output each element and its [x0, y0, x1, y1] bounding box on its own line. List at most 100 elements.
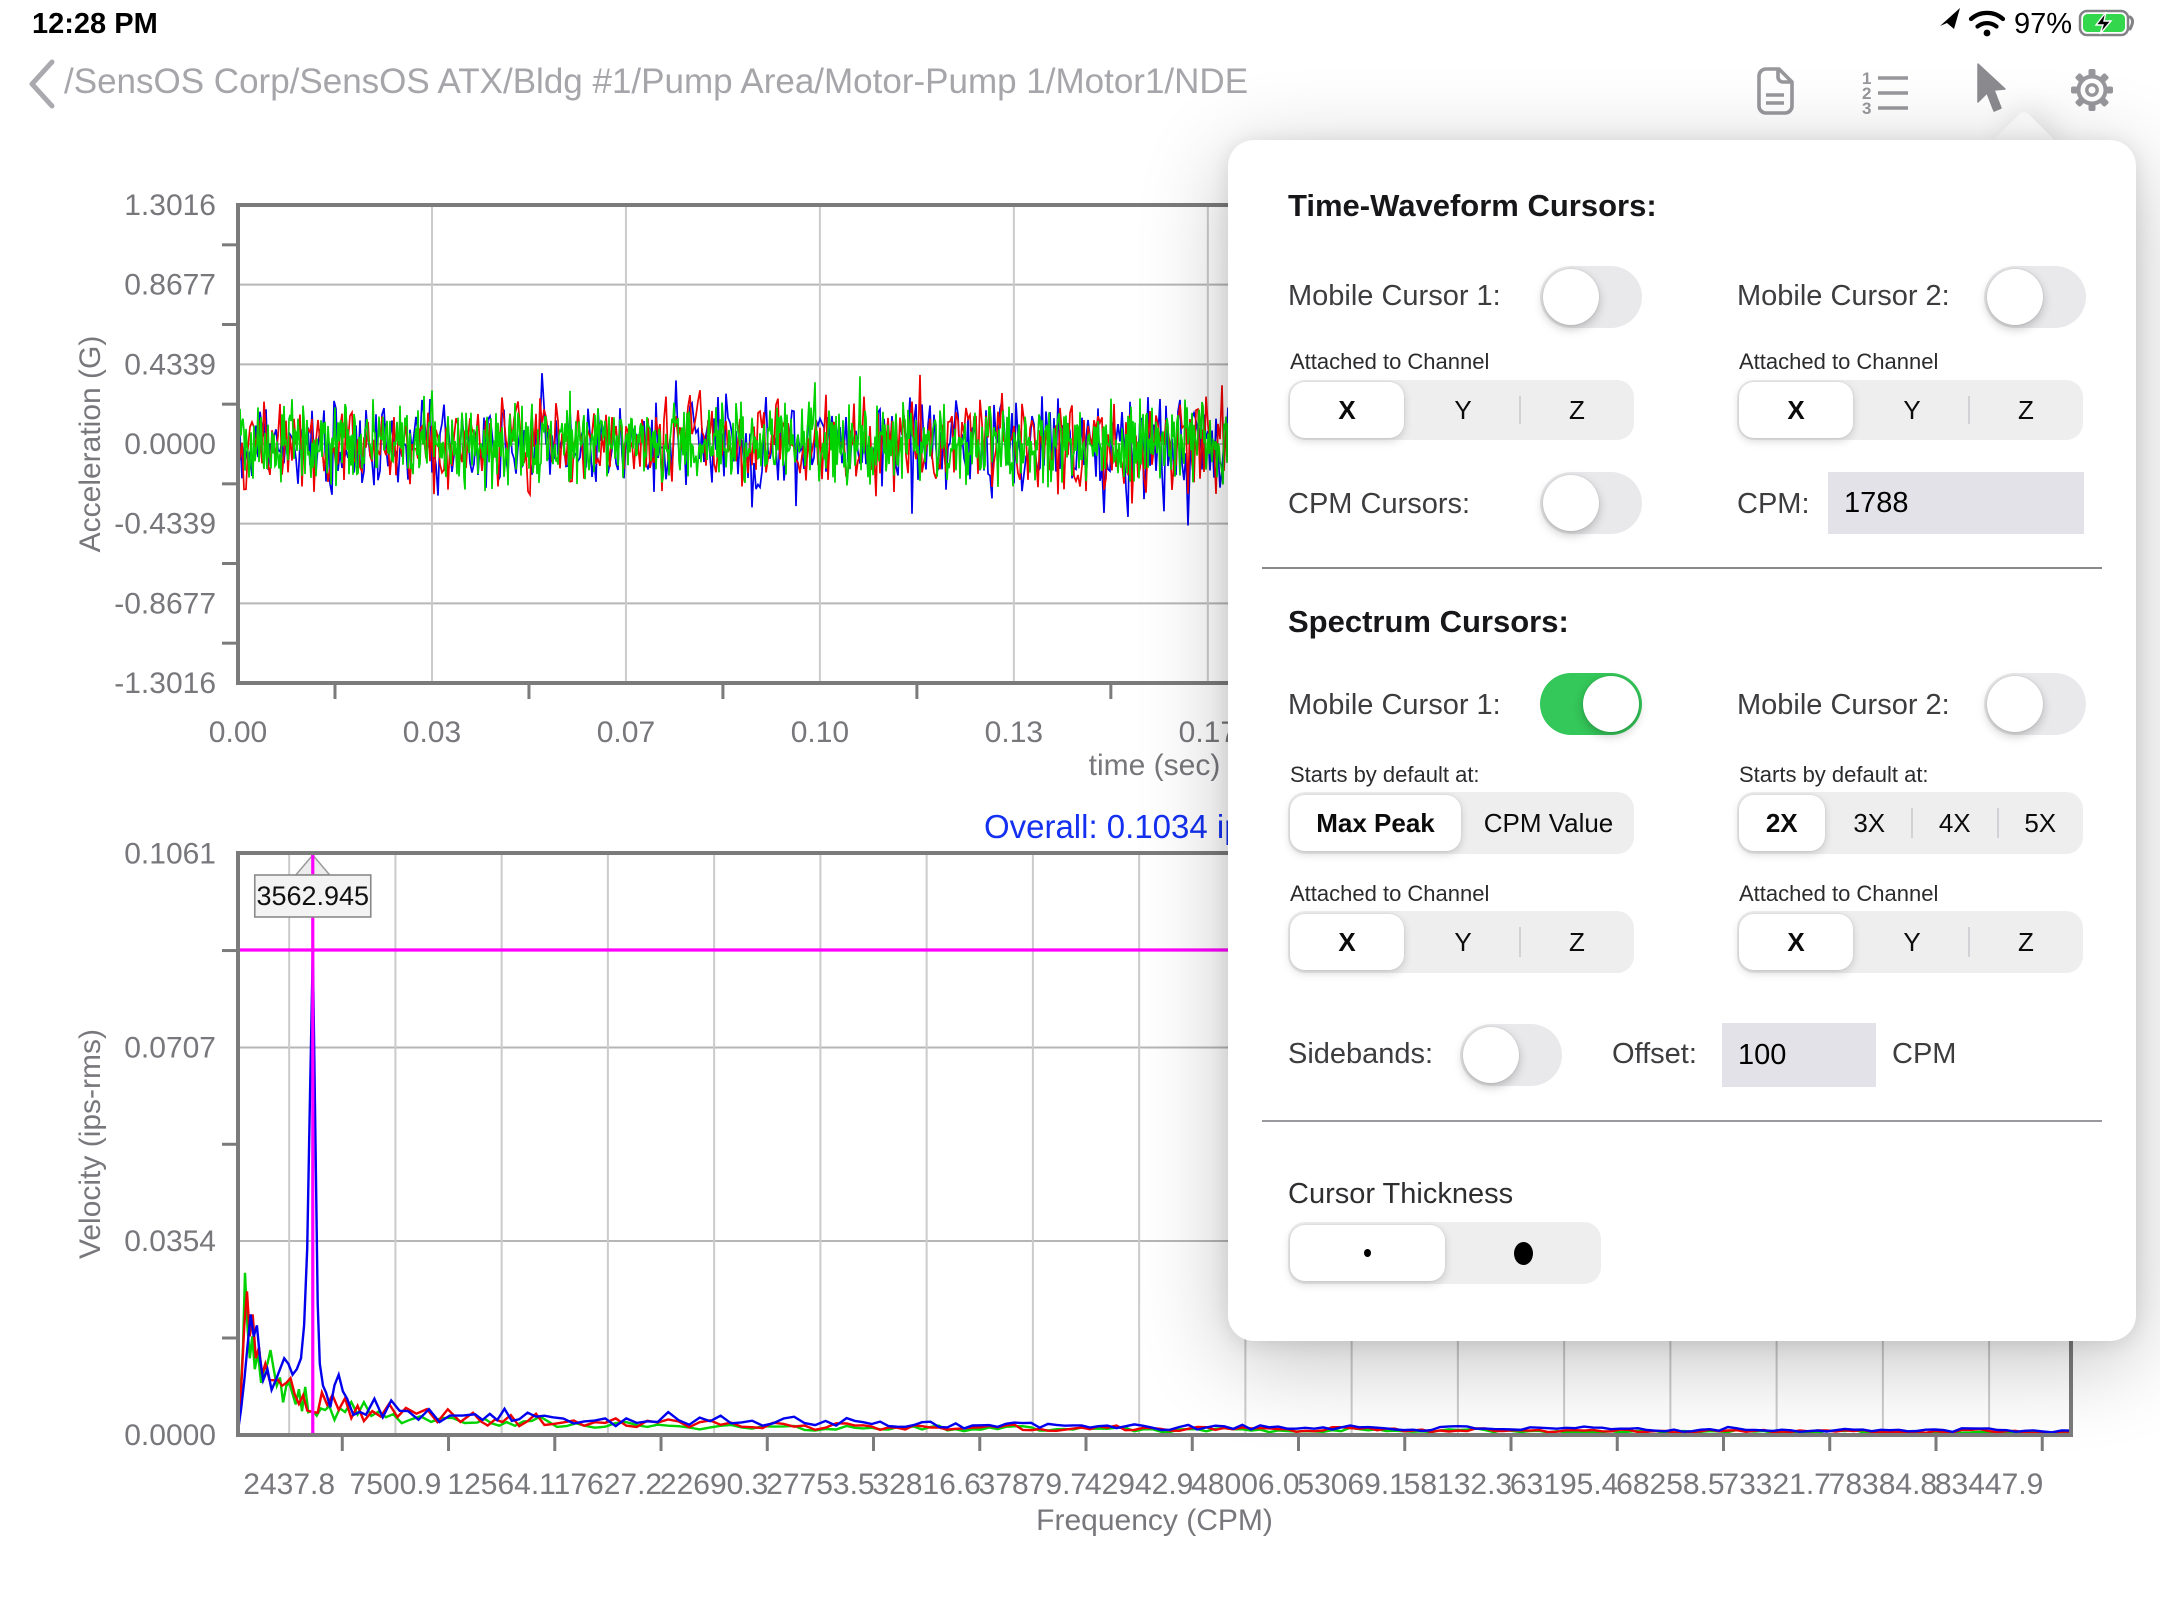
toggle-knob	[1987, 269, 2043, 325]
svg-text:0.0000: 0.0000	[124, 1419, 216, 1452]
section-divider	[1262, 567, 2102, 569]
cpm-cursors-toggle[interactable]	[1540, 472, 1642, 534]
svg-text:12564.1: 12564.1	[447, 1468, 555, 1501]
time-waveform-cursors-header: Time-Waveform Cursors:	[1288, 188, 1657, 224]
spectrum-cursors-header: Spectrum Cursors:	[1288, 604, 1569, 640]
sidebands-toggle[interactable]	[1460, 1024, 1562, 1086]
svg-text:0.10: 0.10	[791, 716, 849, 749]
svg-text:0.4339: 0.4339	[124, 348, 216, 381]
segment-option[interactable]: Max Peak	[1290, 795, 1461, 851]
svg-text:0.13: 0.13	[985, 716, 1043, 749]
dot-small-icon	[1364, 1249, 1371, 1257]
cpm-label: CPM:	[1737, 488, 1810, 521]
tw-channel-2-segmented[interactable]: XYZ	[1737, 380, 2083, 440]
svg-text:0.0000: 0.0000	[124, 428, 216, 461]
svg-text:-0.4339: -0.4339	[114, 508, 216, 541]
svg-text:0.03: 0.03	[403, 716, 461, 749]
segment-option[interactable]: Z	[1520, 911, 1634, 973]
segment-option[interactable]: Y	[1855, 380, 1969, 440]
tw-mobile-cursor-1-toggle[interactable]	[1540, 266, 1642, 328]
svg-text:0.8677: 0.8677	[124, 269, 216, 302]
segment-option[interactable]: X	[1290, 914, 1404, 970]
tw-mobile-cursor-1-label: Mobile Cursor 1:	[1288, 280, 1501, 313]
svg-text:-1.3016: -1.3016	[114, 667, 216, 700]
svg-text:2437.8: 2437.8	[243, 1468, 335, 1501]
segment-option[interactable]: 4X	[1912, 792, 1998, 854]
tw-attached-to-channel-1-label: Attached to Channel	[1290, 349, 1489, 375]
svg-text:0.00: 0.00	[209, 716, 267, 749]
svg-text:-0.8677: -0.8677	[114, 587, 216, 620]
sp-channel-1-segmented[interactable]: XYZ	[1288, 911, 1634, 973]
frequency-axis-title: Frequency (CPM)	[1036, 1504, 1273, 1537]
toggle-knob	[1543, 269, 1599, 325]
svg-text:27753.5: 27753.5	[766, 1468, 874, 1501]
svg-text:22690.3: 22690.3	[660, 1468, 768, 1501]
tw-mobile-cursor-2-toggle[interactable]	[1984, 266, 2086, 328]
svg-text:37879.7: 37879.7	[979, 1468, 1087, 1501]
sidebands-label: Sidebands:	[1288, 1038, 1433, 1071]
sp-attached-to-channel-2-label: Attached to Channel	[1739, 881, 1938, 907]
sp-starts-by-default-2-label: Starts by default at:	[1739, 762, 1929, 788]
sp-mobile-cursor-2-label: Mobile Cursor 2:	[1737, 689, 1950, 722]
svg-text:58132.3: 58132.3	[1404, 1468, 1512, 1501]
toggle-knob	[1463, 1027, 1519, 1083]
segment-option[interactable]	[1290, 1225, 1445, 1281]
tw-mobile-cursor-2-label: Mobile Cursor 2:	[1737, 280, 1950, 313]
sp-mobile-cursor-1-label: Mobile Cursor 1:	[1288, 689, 1501, 722]
sp-attached-to-channel-1-label: Attached to Channel	[1290, 881, 1489, 907]
cursor-thickness-label: Cursor Thickness	[1288, 1178, 1513, 1211]
svg-text:68258.5: 68258.5	[1616, 1468, 1724, 1501]
toggle-knob	[1583, 676, 1639, 732]
cursor-settings-popover: Time-Waveform Cursors: Mobile Cursor 1: …	[1228, 140, 2136, 1341]
svg-text:1.3016: 1.3016	[124, 189, 216, 222]
segment-option[interactable]: 2X	[1739, 795, 1825, 851]
time-axis-title: time (sec)	[1089, 749, 1221, 782]
offset-unit-label: CPM	[1892, 1038, 1956, 1071]
segment-option[interactable]: Y	[1406, 911, 1520, 973]
acceleration-axis-title: Acceleration (G)	[74, 336, 107, 553]
segment-option[interactable]: Y	[1855, 911, 1969, 973]
svg-text:0.0707: 0.0707	[124, 1032, 216, 1065]
cpm-cursors-label: CPM Cursors:	[1288, 488, 1470, 521]
svg-text:83447.9: 83447.9	[1935, 1468, 2043, 1501]
svg-text:53069.1: 53069.1	[1297, 1468, 1405, 1501]
section-divider	[1262, 1120, 2102, 1122]
sp-start-mode-segmented[interactable]: Max PeakCPM Value	[1288, 792, 1634, 854]
velocity-axis-title: Velocity (ips-rms)	[74, 1029, 107, 1259]
sp-channel-2-segmented[interactable]: XYZ	[1737, 911, 2083, 973]
svg-text:78384.8: 78384.8	[1829, 1468, 1937, 1501]
tw-channel-1-segmented[interactable]: XYZ	[1288, 380, 1634, 440]
segment-option[interactable]: Z	[1520, 380, 1634, 440]
svg-text:0.0354: 0.0354	[124, 1225, 216, 1258]
tw-attached-to-channel-2-label: Attached to Channel	[1739, 349, 1938, 375]
dot-large-icon	[1514, 1242, 1533, 1265]
svg-text:0.07: 0.07	[597, 716, 655, 749]
svg-text:42942.9: 42942.9	[1085, 1468, 1193, 1501]
svg-text:32816.6: 32816.6	[872, 1468, 980, 1501]
segment-option[interactable]: CPM Value	[1463, 792, 1634, 854]
svg-text:73321.7: 73321.7	[1722, 1468, 1830, 1501]
sp-mobile-cursor-2-toggle[interactable]	[1984, 673, 2086, 735]
segment-option[interactable]: X	[1290, 382, 1404, 438]
svg-text:17627.2: 17627.2	[554, 1468, 662, 1501]
segment-option[interactable]: X	[1739, 914, 1853, 970]
toggle-knob	[1987, 676, 2043, 732]
offset-label: Offset:	[1612, 1038, 1697, 1071]
offset-input[interactable]	[1722, 1023, 1876, 1087]
toggle-knob	[1543, 475, 1599, 531]
segment-option[interactable]: 5X	[1998, 792, 2084, 854]
segment-option[interactable]	[1447, 1222, 1602, 1284]
svg-text:7500.9: 7500.9	[350, 1468, 442, 1501]
svg-text:48006.0: 48006.0	[1191, 1468, 1299, 1501]
cursor-thickness-segmented[interactable]	[1288, 1222, 1601, 1284]
segment-option[interactable]: Z	[1969, 380, 2083, 440]
segment-option[interactable]: 3X	[1827, 792, 1913, 854]
sp-harmonic-segmented[interactable]: 2X3X4X5X	[1737, 792, 2083, 854]
sp-mobile-cursor-1-toggle[interactable]	[1540, 673, 1642, 735]
cpm-input[interactable]	[1828, 472, 2084, 534]
segment-option[interactable]: Z	[1969, 911, 2083, 973]
sp-starts-by-default-1-label: Starts by default at:	[1290, 762, 1480, 788]
svg-text:0.1061: 0.1061	[124, 838, 216, 871]
segment-option[interactable]: X	[1739, 382, 1853, 438]
segment-option[interactable]: Y	[1406, 380, 1520, 440]
